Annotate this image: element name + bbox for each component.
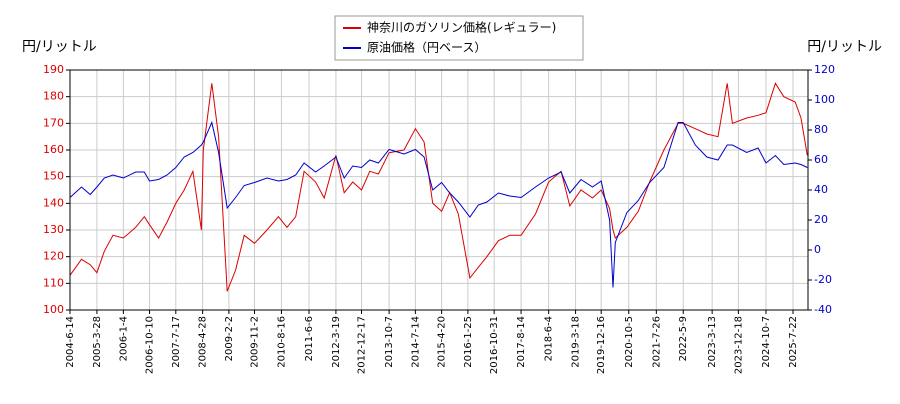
x-tick-label: 2012-3-19 (331, 316, 342, 368)
x-tick-label: 2019-3-18 (571, 316, 582, 368)
x-tick-label: 2017-8-14 (516, 316, 527, 368)
x-tick-label: 2005-3-28 (92, 316, 103, 368)
y-tick-label: 160 (43, 143, 64, 156)
x-tick-label: 2012-12-17 (357, 316, 368, 374)
legend: 神奈川のガソリン価格(レギュラー) 原油価格（円ベース） (334, 15, 584, 61)
y2-tick-label: 20 (814, 213, 828, 226)
x-tick-label: 2021-7-26 (651, 316, 662, 368)
y2-tick-label: 60 (814, 153, 828, 166)
y2-tick-label: -20 (814, 273, 832, 286)
x-tick-label: 2016-10-31 (489, 316, 500, 374)
legend-label: 原油価格（円ベース） (367, 40, 486, 55)
x-tick-label: 2010-8-16 (276, 316, 287, 368)
y-tick-label: 110 (43, 276, 64, 289)
x-tick-label: 2023-12-18 (733, 316, 744, 374)
y-tick-label: 190 (43, 63, 64, 76)
y-tick-label: 150 (43, 170, 64, 183)
y-tick-label: 100 (43, 303, 64, 316)
x-tick-label: 2011-6-6 (304, 316, 315, 361)
x-tick-label: 2020-10-5 (624, 316, 635, 368)
x-tick-label: 2019-12-16 (596, 316, 607, 374)
y-tick-label: 170 (43, 116, 64, 129)
x-tick-label: 2004-6-14 (65, 316, 76, 368)
x-tick-label: 2008-4-28 (198, 316, 209, 368)
x-tick-label: 2006-10-10 (145, 316, 156, 374)
y-tick-label: 130 (43, 223, 64, 236)
x-tick-label: 2013-10-7 (384, 316, 395, 368)
y-tick-label: 120 (43, 250, 64, 263)
x-tick-label: 2014-7-14 (410, 316, 421, 368)
x-tick-label: 2009-11-2 (250, 316, 261, 368)
x-tick-label: 2016-1-25 (463, 316, 474, 368)
y-axis-label: 円/リットル (22, 39, 97, 55)
y2-axis-label: 円/リットル (807, 39, 882, 55)
legend-box (334, 15, 584, 61)
y2-tick-label: 100 (814, 93, 835, 106)
series-line (69, 120, 808, 288)
x-tick-label: 2015-4-20 (437, 316, 448, 368)
y2-tick-label: -40 (814, 303, 832, 316)
y2-tick-label: 0 (814, 243, 821, 256)
x-tick-label: 2018-6-4 (544, 316, 555, 361)
x-tick-label: 2024-10-7 (761, 316, 772, 368)
y-tick-label: 140 (43, 196, 64, 209)
x-tick-label: 2009-2-2 (224, 316, 235, 361)
y2-tick-label: 40 (814, 183, 828, 196)
plot-frame (69, 69, 809, 311)
x-tick-label: 2007-7-17 (171, 316, 182, 368)
y-tick-label: 180 (43, 90, 64, 103)
x-tick-label: 2025-7-22 (788, 316, 799, 368)
x-tick-label: 2006-1-4 (118, 316, 129, 361)
legend-label: 神奈川のガソリン価格(レギュラー) (367, 20, 556, 35)
y2-tick-label: 80 (814, 123, 828, 136)
y2-tick-label: 120 (814, 63, 835, 76)
x-tick-label: 2022-5-9 (678, 316, 689, 361)
x-tick-label: 2023-3-13 (707, 316, 718, 368)
